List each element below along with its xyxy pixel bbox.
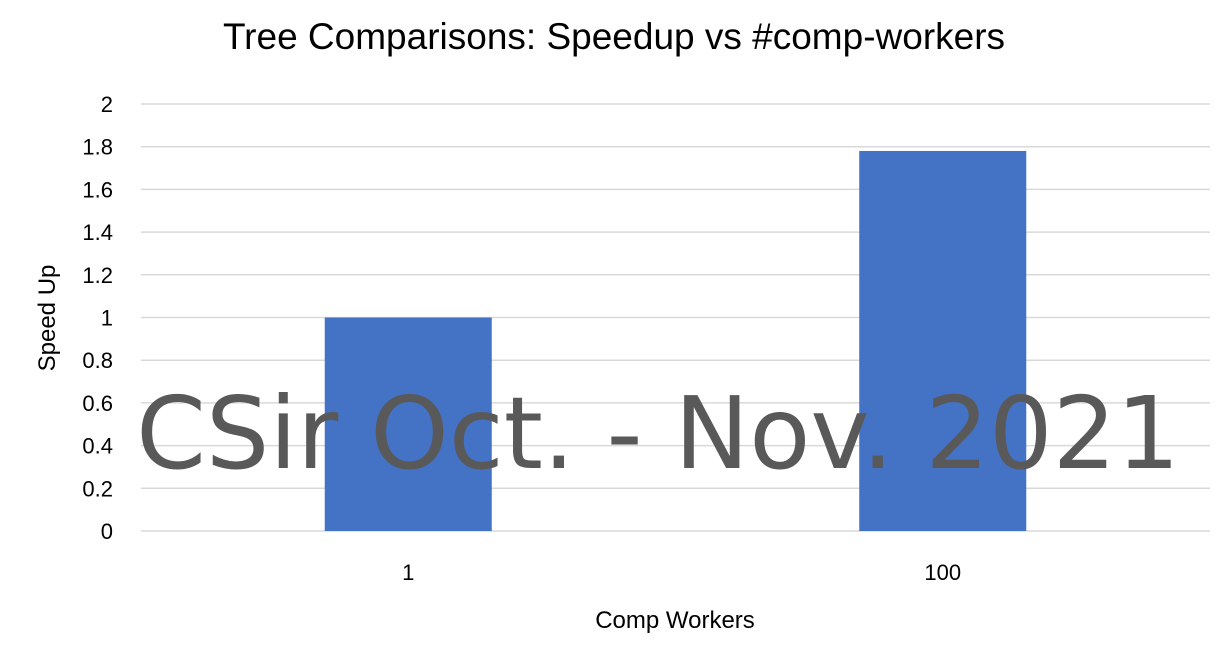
- y-axis-ticks: 0 0.2 0.4 0.6 0.8 1 1.2 1.4 1.6 1.8 2: [82, 92, 113, 544]
- y-tick-label: 1.6: [82, 177, 113, 202]
- y-tick-label: 1.4: [82, 220, 113, 245]
- x-axis-label: Comp Workers: [595, 607, 755, 634]
- x-tick-label: 1: [402, 560, 414, 585]
- y-tick-label: 0.2: [82, 476, 113, 501]
- y-tick-label: 1.2: [82, 263, 113, 288]
- x-tick-label: 100: [924, 560, 961, 585]
- bar-1: [324, 317, 492, 531]
- y-tick-label: 0.8: [82, 348, 113, 373]
- y-tick-label: 0.6: [82, 391, 113, 416]
- y-axis-label: Speed Up: [34, 265, 61, 372]
- y-tick-label: 0: [101, 519, 113, 544]
- y-tick-label: 0.4: [82, 434, 113, 459]
- y-tick-label: 1: [101, 306, 113, 331]
- y-tick-label: 1.8: [82, 135, 113, 160]
- gridlines: [141, 103, 1210, 532]
- bar-100: [859, 150, 1027, 531]
- chart-title: Tree Comparisons: Speedup vs #comp-worke…: [223, 16, 1005, 57]
- watermark: CSir Oct. - Nov. 2021: [136, 375, 1180, 492]
- bars: [324, 150, 1027, 531]
- y-tick-label: 2: [101, 92, 113, 117]
- x-axis-ticks: 1 100: [402, 560, 961, 585]
